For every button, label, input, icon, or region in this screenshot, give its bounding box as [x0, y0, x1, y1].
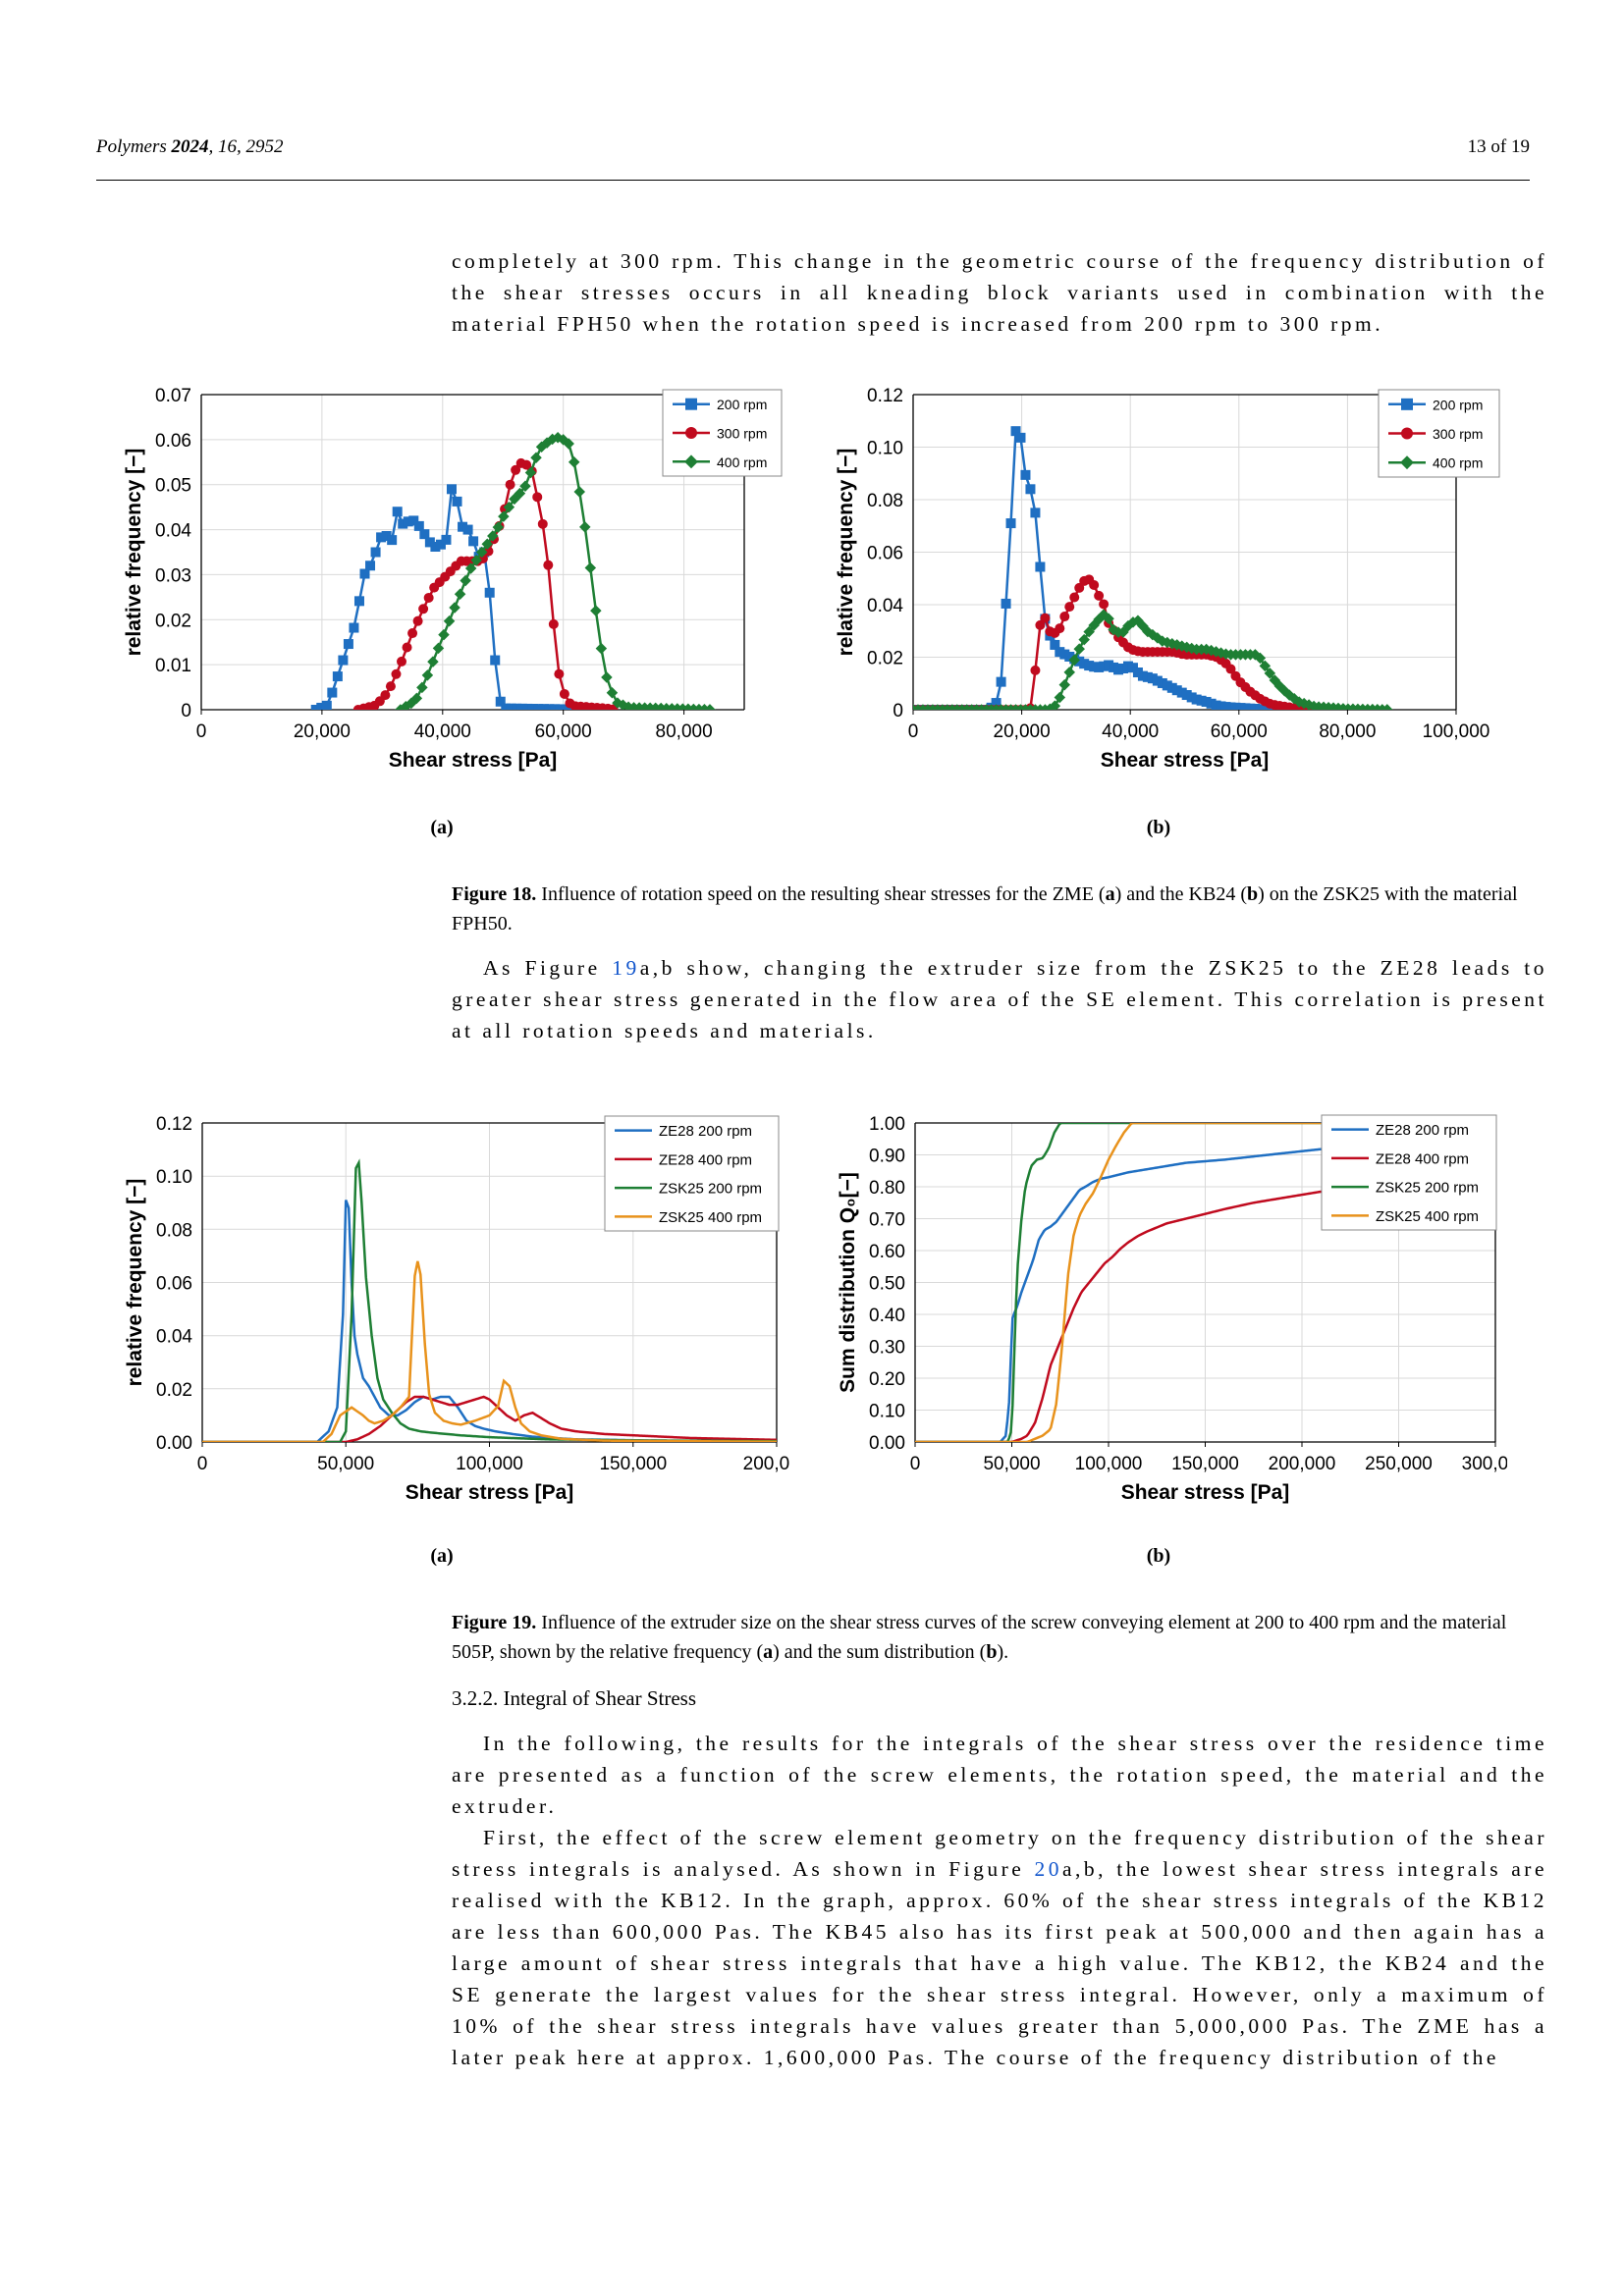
svg-text:200,000: 200,000 — [743, 1454, 790, 1474]
svg-text:0.00: 0.00 — [156, 1433, 192, 1454]
svg-text:0.06: 0.06 — [867, 544, 903, 564]
svg-text:0: 0 — [196, 721, 207, 742]
svg-text:300,000: 300,000 — [1462, 1454, 1507, 1474]
svg-text:0.06: 0.06 — [155, 431, 191, 452]
svg-text:0.20: 0.20 — [869, 1369, 905, 1390]
svg-text:0.40: 0.40 — [869, 1306, 905, 1326]
svg-text:0.08: 0.08 — [867, 491, 903, 511]
svg-text:0.06: 0.06 — [156, 1274, 192, 1295]
svg-text:50,000: 50,000 — [317, 1454, 374, 1474]
svg-text:200 rpm: 200 rpm — [717, 397, 767, 412]
svg-text:0.90: 0.90 — [869, 1147, 905, 1167]
svg-text:ZSK25 200 rpm: ZSK25 200 rpm — [659, 1181, 762, 1198]
svg-text:0.50: 0.50 — [869, 1274, 905, 1295]
svg-text:0.10: 0.10 — [867, 439, 903, 459]
svg-text:0.30: 0.30 — [869, 1338, 905, 1359]
svg-text:50,000: 50,000 — [983, 1454, 1040, 1474]
svg-text:400 rpm: 400 rpm — [1433, 455, 1483, 471]
svg-text:0.02: 0.02 — [155, 611, 191, 631]
svg-text:60,000: 60,000 — [535, 721, 592, 742]
svg-text:Shear stress [Pa]: Shear stress [Pa] — [1121, 1481, 1290, 1504]
svg-text:80,000: 80,000 — [1319, 721, 1376, 742]
svg-text:0.70: 0.70 — [869, 1210, 905, 1231]
svg-text:0.04: 0.04 — [155, 521, 191, 542]
svg-text:Shear stress [Pa]: Shear stress [Pa] — [389, 749, 558, 772]
svg-text:0.12: 0.12 — [867, 386, 903, 406]
svg-text:200,000: 200,000 — [1269, 1454, 1336, 1474]
svg-text:0: 0 — [910, 1454, 921, 1474]
svg-text:ZE28 400 rpm: ZE28 400 rpm — [1376, 1150, 1469, 1167]
svg-text:40,000: 40,000 — [414, 721, 471, 742]
svg-text:0: 0 — [181, 701, 191, 721]
svg-text:100,000: 100,000 — [1423, 721, 1490, 742]
svg-text:1.00: 1.00 — [869, 1114, 905, 1135]
svg-text:ZE28 200 rpm: ZE28 200 rpm — [1376, 1122, 1469, 1139]
svg-text:20,000: 20,000 — [294, 721, 351, 742]
svg-text:0.60: 0.60 — [869, 1242, 905, 1262]
svg-text:0.02: 0.02 — [867, 649, 903, 669]
svg-text:0.08: 0.08 — [156, 1220, 192, 1241]
svg-text:relative frequency [−]: relative frequency [−] — [835, 449, 857, 657]
svg-text:0.02: 0.02 — [156, 1380, 192, 1401]
svg-text:0.80: 0.80 — [869, 1178, 905, 1199]
svg-text:0: 0 — [197, 1454, 208, 1474]
svg-text:0.04: 0.04 — [867, 596, 903, 616]
svg-text:0: 0 — [893, 701, 903, 721]
svg-text:100,000: 100,000 — [456, 1454, 523, 1474]
svg-text:40,000: 40,000 — [1102, 721, 1159, 742]
svg-text:0.04: 0.04 — [156, 1327, 192, 1348]
svg-text:0: 0 — [908, 721, 919, 742]
svg-text:Shear stress [Pa]: Shear stress [Pa] — [406, 1481, 574, 1504]
svg-text:ZSK25 400 rpm: ZSK25 400 rpm — [659, 1209, 762, 1226]
svg-text:ZE28 400 rpm: ZE28 400 rpm — [659, 1151, 752, 1168]
svg-text:ZSK25 400 rpm: ZSK25 400 rpm — [1376, 1208, 1479, 1225]
svg-text:0.12: 0.12 — [156, 1114, 192, 1135]
svg-text:300 rpm: 300 rpm — [717, 426, 767, 442]
svg-text:400 rpm: 400 rpm — [717, 454, 767, 470]
svg-text:relative frequency [−]: relative frequency [−] — [124, 1179, 146, 1387]
svg-text:Shear stress [Pa]: Shear stress [Pa] — [1101, 749, 1270, 772]
svg-text:100,000: 100,000 — [1075, 1454, 1143, 1474]
svg-text:250,000: 250,000 — [1365, 1454, 1433, 1474]
svg-text:60,000: 60,000 — [1211, 721, 1268, 742]
svg-text:300 rpm: 300 rpm — [1433, 426, 1483, 442]
svg-text:200 rpm: 200 rpm — [1433, 397, 1483, 412]
svg-text:0.10: 0.10 — [869, 1402, 905, 1422]
svg-text:150,000: 150,000 — [1171, 1454, 1239, 1474]
svg-text:0.01: 0.01 — [155, 656, 191, 676]
svg-text:80,000: 80,000 — [656, 721, 713, 742]
svg-text:Sum distribution Q₀[−]: Sum distribution Q₀[−] — [837, 1172, 859, 1393]
svg-text:ZE28 200 rpm: ZE28 200 rpm — [659, 1123, 752, 1140]
svg-text:0.05: 0.05 — [155, 476, 191, 497]
svg-text:relative frequency [−]: relative frequency [−] — [123, 449, 145, 657]
svg-text:0.07: 0.07 — [155, 386, 191, 406]
svg-text:150,000: 150,000 — [599, 1454, 667, 1474]
svg-text:0.03: 0.03 — [155, 565, 191, 586]
svg-text:0.00: 0.00 — [869, 1433, 905, 1454]
svg-text:0.10: 0.10 — [156, 1167, 192, 1188]
svg-text:ZSK25 200 rpm: ZSK25 200 rpm — [1376, 1180, 1479, 1197]
svg-text:20,000: 20,000 — [994, 721, 1051, 742]
